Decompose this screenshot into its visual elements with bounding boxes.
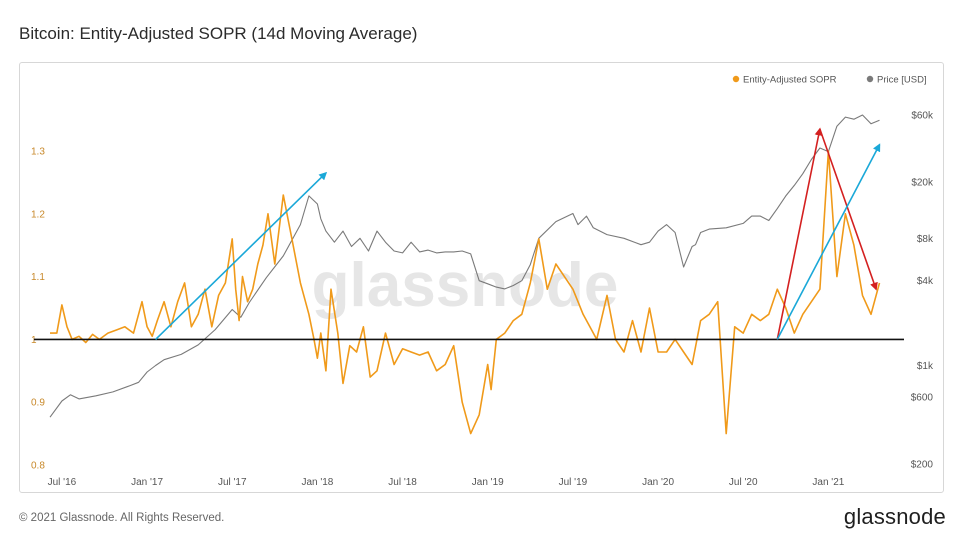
x-tick-label: Jul '16 <box>48 477 77 488</box>
glassnode-logo: glassnode <box>843 504 946 529</box>
chart-title: Bitcoin: Entity-Adjusted SOPR (14d Movin… <box>19 24 418 43</box>
left-tick-label: 1 <box>31 335 37 346</box>
blue-trend-arrow <box>155 171 328 340</box>
chart-panel: glassnode Entity-Adjusted SOPR Price [USD]… <box>19 62 944 493</box>
price-line <box>49 114 880 418</box>
x-tick-label: Jul '20 <box>729 477 758 488</box>
legend-label-sopr: Entity-Adjusted SOPR <box>743 75 837 86</box>
right-tick-label: $200 <box>911 460 934 471</box>
right-tick-label: $60k <box>911 111 934 122</box>
x-tick-label: Jan '17 <box>131 477 163 488</box>
right-tick-label: $4k <box>917 276 934 287</box>
x-tick-label: Jul '18 <box>388 477 417 488</box>
x-tick-label: Jul '17 <box>218 477 247 488</box>
left-tick-label: 1.2 <box>31 209 45 220</box>
legend-dot-sopr <box>732 75 740 83</box>
red-trend-arrow <box>776 127 823 340</box>
right-tick-label: $20k <box>911 178 934 189</box>
legend-label-price: Price [USD] <box>877 75 927 86</box>
right-tick-label: $600 <box>911 392 934 403</box>
x-tick-label: Jan '19 <box>472 477 504 488</box>
left-tick-label: 0.8 <box>31 461 45 472</box>
x-tick-label: Jan '21 <box>812 477 844 488</box>
left-tick-label: 1.1 <box>31 272 45 283</box>
x-tick-label: Jan '18 <box>301 477 333 488</box>
right-tick-label: $8k <box>917 234 934 245</box>
x-tick-label: Jan '20 <box>642 477 674 488</box>
blue-trend-arrow <box>776 143 881 340</box>
x-tick-label: Jul '19 <box>559 477 588 488</box>
chart-svg: glassnode Entity-Adjusted SOPR Price [USD]… <box>31 75 934 489</box>
copyright-footer: © 2021 Glassnode. All Rights Reserved. <box>19 512 225 524</box>
legend-dot-price <box>866 75 874 83</box>
sopr-line <box>50 150 881 435</box>
red-trend-arrow <box>819 128 878 291</box>
watermark-text: glassnode <box>312 251 619 320</box>
left-tick-label: 1.3 <box>31 147 45 158</box>
right-tick-label: $1k <box>917 361 934 372</box>
left-tick-label: 0.9 <box>31 398 45 409</box>
